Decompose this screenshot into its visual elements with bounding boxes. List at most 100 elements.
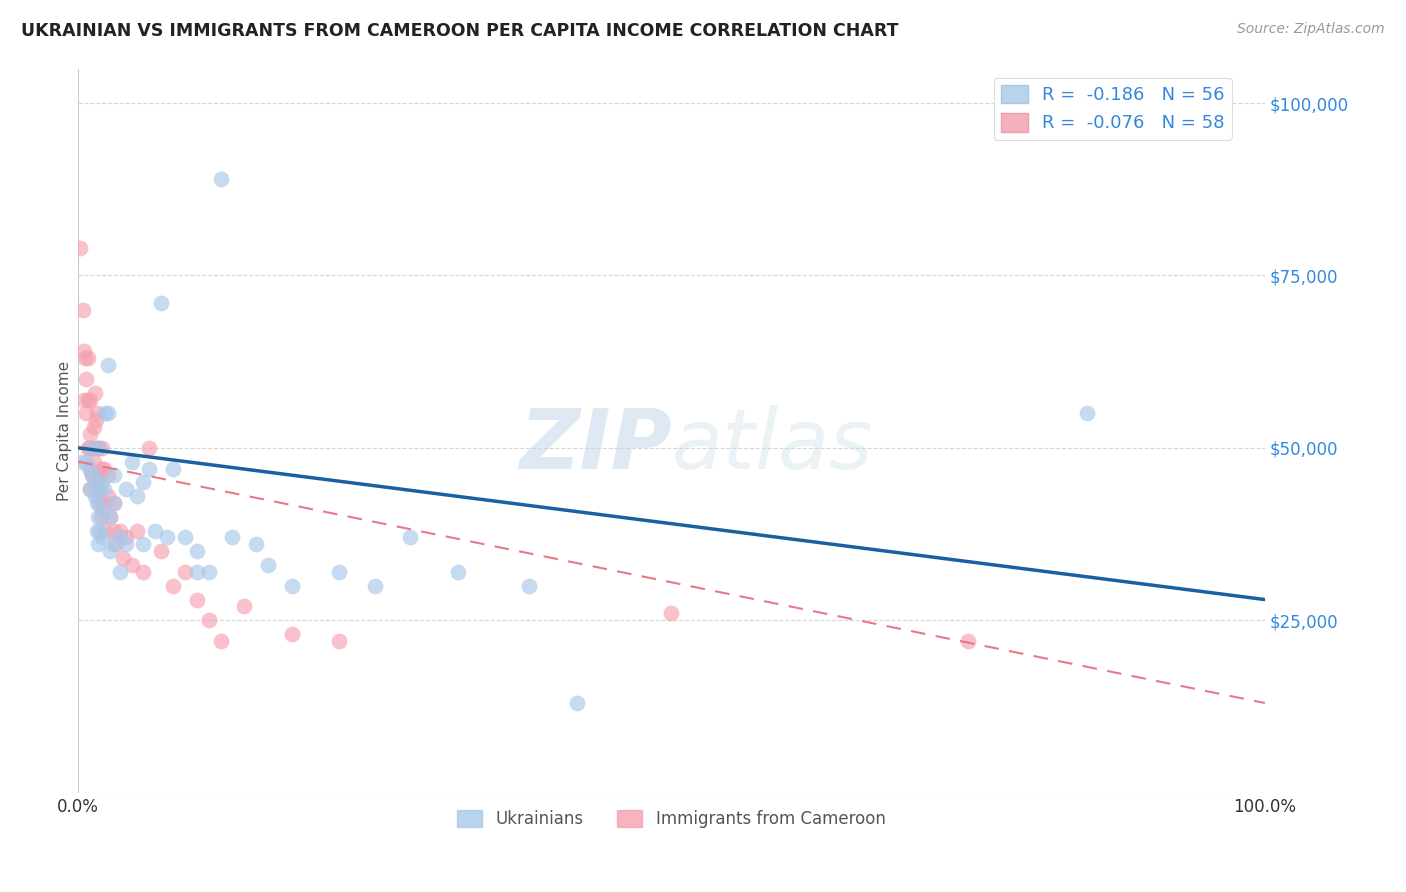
Point [75, 372, 97, 386]
Point [108, 565, 131, 579]
Point [87, 537, 110, 551]
Point [209, 172, 232, 186]
Point [87, 509, 110, 524]
Point [86, 406, 108, 420]
Point [97, 468, 120, 483]
Point [108, 524, 131, 538]
Point [75, 455, 97, 469]
Point [98, 509, 121, 524]
Point [98, 509, 121, 524]
Text: UKRAINIAN VS IMMIGRANTS FROM CAMEROON PER CAPITA INCOME CORRELATION CHART: UKRAINIAN VS IMMIGRANTS FROM CAMEROON PE… [21, 22, 898, 40]
Point [112, 551, 135, 566]
Point [89, 482, 111, 496]
Point [150, 544, 173, 558]
Point [162, 461, 184, 475]
Point [83, 420, 105, 434]
Text: Source: ZipAtlas.com: Source: ZipAtlas.com [1237, 22, 1385, 37]
Point [150, 296, 173, 310]
Point [82, 468, 104, 483]
Point [103, 468, 125, 483]
Point [94, 524, 117, 538]
Point [87, 441, 110, 455]
Point [89, 496, 111, 510]
Point [103, 524, 125, 538]
Point [132, 475, 155, 490]
Point [84, 413, 107, 427]
Point [89, 482, 111, 496]
Point [108, 531, 131, 545]
Point [86, 524, 108, 538]
Point [280, 627, 302, 641]
Point [86, 496, 108, 510]
Point [197, 613, 219, 627]
Point [132, 537, 155, 551]
Point [186, 592, 208, 607]
Point [93, 461, 115, 475]
Point [73, 392, 96, 407]
Point [127, 524, 149, 538]
Point [73, 344, 96, 359]
Point [103, 537, 125, 551]
Point [70, 455, 93, 469]
Point [114, 537, 136, 551]
Point [280, 579, 302, 593]
Point [77, 441, 100, 455]
Point [186, 565, 208, 579]
Point [197, 565, 219, 579]
Point [79, 482, 101, 496]
Point [90, 509, 112, 524]
Point [138, 441, 160, 455]
Point [89, 441, 111, 455]
Point [174, 565, 197, 579]
Point [90, 475, 112, 490]
Point [565, 696, 588, 710]
Point [87, 468, 110, 483]
Point [132, 565, 155, 579]
Point [209, 634, 232, 648]
Point [257, 558, 280, 572]
Point [138, 461, 160, 475]
Point [83, 385, 105, 400]
Point [84, 475, 107, 490]
Point [221, 531, 243, 545]
Point [143, 524, 166, 538]
Point [399, 531, 422, 545]
Point [957, 634, 980, 648]
Point [517, 579, 540, 593]
Point [156, 531, 179, 545]
Point [233, 599, 256, 614]
Point [69, 241, 91, 255]
Point [79, 461, 101, 475]
Point [97, 406, 120, 420]
Point [89, 524, 111, 538]
Point [93, 496, 115, 510]
Point [114, 482, 136, 496]
Point [90, 461, 112, 475]
Point [98, 544, 121, 558]
Point [121, 558, 143, 572]
Legend: Ukrainians, Immigrants from Cameroon: Ukrainians, Immigrants from Cameroon [451, 804, 893, 835]
Point [97, 489, 120, 503]
Point [83, 489, 105, 503]
Point [114, 531, 136, 545]
Point [93, 482, 115, 496]
Point [84, 441, 107, 455]
Point [79, 461, 101, 475]
Point [76, 392, 98, 407]
Point [174, 531, 197, 545]
Point [1076, 406, 1098, 420]
Point [90, 441, 112, 455]
Point [75, 406, 97, 420]
Point [127, 489, 149, 503]
Point [364, 579, 387, 593]
Text: atlas: atlas [672, 405, 873, 485]
Point [90, 503, 112, 517]
Point [82, 441, 104, 455]
Point [103, 496, 125, 510]
Point [79, 392, 101, 407]
Point [83, 455, 105, 469]
Point [328, 634, 350, 648]
Point [79, 482, 101, 496]
Point [94, 406, 117, 420]
Point [79, 427, 101, 442]
